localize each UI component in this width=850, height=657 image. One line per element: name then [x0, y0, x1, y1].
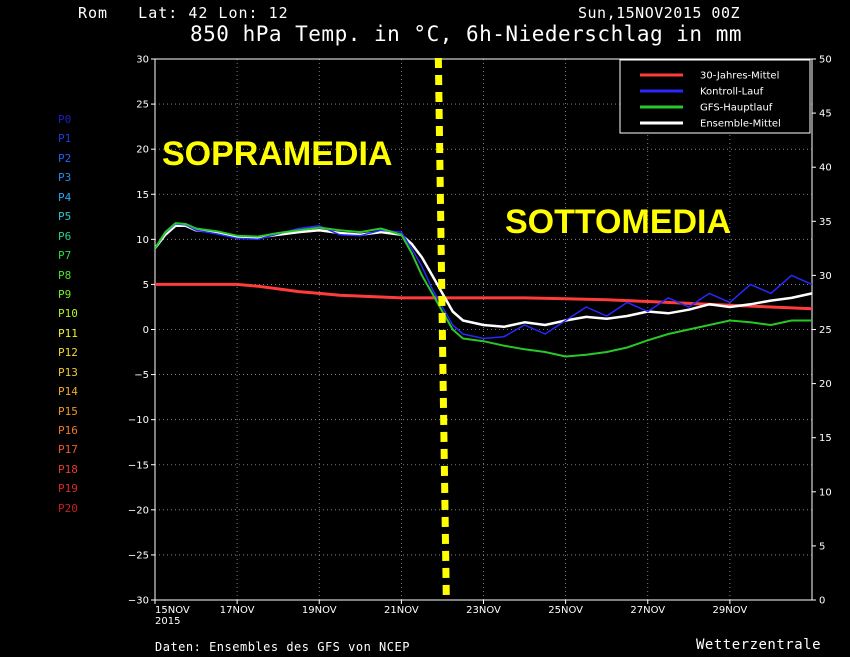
left-tick-label: −25 — [128, 550, 149, 561]
left-tick-label: 30 — [136, 55, 149, 66]
annotation-above: SOPRAMEDIA — [162, 135, 392, 173]
member-label-p18: P18 — [58, 462, 78, 476]
member-label-p8: P8 — [58, 268, 72, 282]
member-label-p2: P2 — [58, 151, 72, 165]
left-tick-label: 5 — [143, 280, 149, 291]
left-tick-label: −5 — [134, 370, 149, 381]
right-tick-label: 25 — [819, 325, 832, 336]
x-tick-label: 27NOV — [630, 605, 665, 616]
right-tick-label: 5 — [819, 541, 825, 552]
left-tick-label: −15 — [128, 460, 149, 471]
right-tick-label: 30 — [819, 271, 832, 282]
member-label-p10: P10 — [58, 307, 78, 321]
legend-label: Kontroll-Lauf — [700, 87, 764, 98]
data-source-note: Daten: Ensembles des GFS von NCEP — [155, 640, 410, 654]
series-line-30-jahres-mittel — [155, 282, 813, 311]
member-label-p4: P4 — [58, 190, 72, 204]
series-line-kontroll-lauf — [154, 223, 813, 340]
right-tick-label: 45 — [819, 109, 832, 120]
divider-line — [434, 57, 450, 601]
run-timestamp: Sun,15NOV2015 00Z — [578, 4, 741, 22]
member-label-p1: P1 — [58, 132, 72, 146]
x-tick-sublabel: 2015 — [155, 616, 180, 627]
legend-label: Ensemble-Mittel — [700, 119, 781, 130]
left-tick-label: −30 — [128, 596, 149, 607]
brand-label: Wetterzentrale — [696, 637, 822, 653]
left-tick-label: −20 — [128, 505, 149, 516]
right-tick-label: 20 — [819, 379, 832, 390]
member-label-p19: P19 — [58, 482, 78, 496]
x-tick-label: 21NOV — [384, 605, 419, 616]
x-tick-label: 15NOV — [155, 605, 190, 616]
left-tick-label: 25 — [136, 100, 149, 111]
x-tick-label: 23NOV — [466, 605, 501, 616]
member-label-p20: P20 — [58, 501, 78, 515]
x-tick-label: 19NOV — [302, 605, 337, 616]
left-tick-label: 10 — [136, 235, 149, 246]
left-tick-label: −10 — [128, 415, 149, 426]
member-label-p7: P7 — [58, 249, 72, 263]
left-tick-label: 0 — [143, 325, 149, 336]
annotation-below: SOTTOMEDIA — [505, 203, 731, 241]
member-label-p12: P12 — [58, 346, 78, 360]
right-tick-label: 35 — [819, 217, 832, 228]
member-label-p0: P0 — [58, 113, 72, 126]
chart-title: 850 hPa Temp. in °C, 6h-Niederschlag in … — [190, 22, 743, 46]
x-tick-label: 25NOV — [548, 605, 583, 616]
member-label-p16: P16 — [58, 424, 78, 437]
series-line-gfs-hauptlauf — [154, 222, 812, 358]
right-tick-label: 15 — [819, 433, 832, 444]
member-label-p3: P3 — [58, 171, 72, 185]
legend-label: GFS-Hauptlauf — [700, 103, 773, 114]
legend-box — [619, 59, 811, 134]
left-tick-label: 15 — [136, 190, 149, 201]
member-label-p13: P13 — [58, 365, 78, 379]
member-label-p14: P14 — [58, 385, 78, 399]
member-label-p6: P6 — [58, 229, 72, 243]
member-label-p15: P15 — [58, 404, 78, 418]
location-label: Rom Lat: 42 Lon: 12 — [78, 4, 289, 22]
member-label-p5: P5 — [58, 210, 72, 224]
member-label-p11: P11 — [58, 326, 78, 340]
ensemble-member-list: P0 P1 P2 P3 P4 P5 P6 P7 P8 P9 P10 P11 P12 P13 P14 P15 P1… — [58, 110, 78, 518]
legend-label: 30-Jahres-Mittel — [700, 71, 779, 82]
member-label-p9: P9 — [58, 287, 72, 301]
right-tick-label: 40 — [819, 163, 832, 174]
legend: 30-Jahres-Mittel Kontroll-Lauf GFS-Hauptla… — [619, 59, 811, 134]
member-label-p17: P17 — [58, 443, 78, 457]
x-tick-label: 17NOV — [220, 605, 255, 616]
right-tick-label: 10 — [819, 487, 832, 498]
x-tick-label: 29NOV — [713, 605, 748, 616]
right-tick-label: 0 — [819, 596, 825, 607]
right-tick-label: 50 — [819, 55, 832, 66]
left-tick-label: 20 — [136, 145, 149, 156]
